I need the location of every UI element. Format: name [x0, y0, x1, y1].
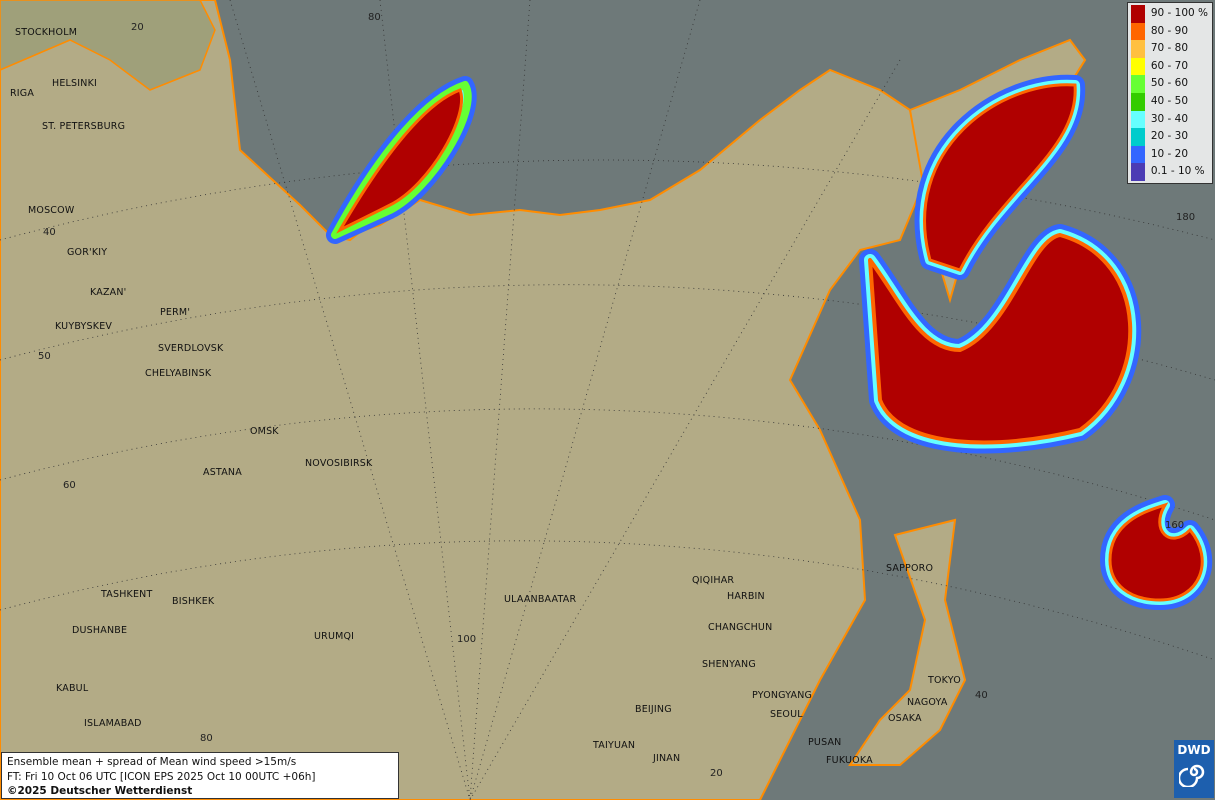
city-label: MOSCOW — [28, 205, 75, 216]
legend-label: 30 - 40 — [1150, 112, 1188, 125]
city-label: SHENYANG — [702, 659, 756, 670]
graticule-label: 180 — [1176, 212, 1196, 223]
legend-label: 10 - 20 — [1150, 147, 1188, 160]
legend-item: 30 - 40 — [1130, 110, 1208, 129]
wind-probability-areas — [326, 74, 1213, 610]
city-label: RIGA — [10, 88, 35, 99]
city-label: URUMQI — [314, 631, 355, 642]
wind-area-novaya-zemlya — [326, 76, 477, 244]
city-label: TAIYUAN — [593, 740, 636, 751]
city-label: PERM' — [160, 307, 191, 318]
graticule-label: 40 — [43, 227, 56, 238]
legend-label: 60 - 70 — [1150, 59, 1188, 72]
city-label: CHANGCHUN — [708, 622, 773, 633]
city-label: SAPPORO — [886, 563, 934, 574]
city-label: ULAANBAATAR — [504, 594, 577, 605]
legend-label: 20 - 30 — [1150, 130, 1188, 143]
legend-swatch — [1130, 40, 1145, 58]
city-label: PYONGYANG — [752, 690, 813, 701]
city-label: NOVOSIBIRSK — [305, 458, 373, 469]
forecast-time: FT: Fri 10 Oct 06 UTC [ICON EPS 2025 Oct… — [7, 770, 316, 783]
swirl-icon — [1177, 764, 1205, 789]
graticule-label: 80 — [368, 12, 381, 23]
graticule-label: 160 — [1165, 520, 1185, 531]
city-label: JINAN — [653, 753, 681, 764]
legend-swatch — [1130, 57, 1145, 76]
graticule-label: 20 — [131, 22, 144, 33]
city-label: SEOUL — [770, 709, 803, 720]
graticule-label: 100 — [457, 634, 477, 645]
legend-swatch — [1130, 5, 1145, 23]
dwd-logo: DWD — [1174, 740, 1214, 798]
city-label: FUKUOKA — [826, 755, 873, 766]
legend-label: 80 - 90 — [1150, 24, 1188, 37]
land-japan — [848, 518, 967, 766]
legend-swatch — [1130, 163, 1145, 181]
legend-swatch — [1130, 92, 1145, 111]
city-label: GOR'KIY — [67, 247, 108, 258]
city-label: BEIJING — [635, 704, 672, 715]
city-label: SVERDLOVSK — [158, 343, 224, 354]
legend-item: 20 - 30 — [1130, 128, 1208, 146]
info-box: Ensemble mean + spread of Mean wind spee… — [1, 752, 399, 799]
city-label: NAGOYA — [907, 697, 948, 708]
legend-item: 0.1 - 10 % — [1130, 163, 1208, 181]
legend-swatch — [1130, 110, 1145, 129]
city-label: HARBIN — [727, 591, 765, 602]
legend-label: 70 - 80 — [1150, 42, 1188, 55]
legend-item: 90 - 100 % — [1130, 5, 1208, 23]
legend: 90 - 100 % 80 - 90 70 - 80 60 - 70 50 - … — [1126, 2, 1213, 184]
graticule-label: 80 — [200, 733, 213, 744]
legend-label: 40 - 50 — [1150, 94, 1188, 107]
city-label: HELSINKI — [52, 78, 98, 89]
city-label: CHELYABINSK — [145, 368, 212, 379]
graticule-label: 60 — [63, 480, 76, 491]
copyright: ©2025 Deutscher Wetterdienst — [7, 785, 193, 797]
graticule-label: 20 — [710, 768, 723, 779]
city-label: QIQIHAR — [692, 575, 735, 586]
legend-swatch — [1130, 128, 1145, 146]
city-label: KABUL — [56, 683, 89, 694]
legend-item: 60 - 70 — [1130, 57, 1208, 76]
wind-area-pacific — [859, 224, 1142, 454]
logo-text: DWD — [1177, 743, 1211, 757]
city-label: TASHKENT — [101, 589, 153, 600]
city-label: ASTANA — [203, 467, 242, 478]
legend-swatch — [1130, 75, 1145, 93]
city-label: STOCKHOLM — [15, 27, 78, 38]
legend-label: 50 - 60 — [1150, 77, 1188, 90]
city-label: OMSK — [250, 426, 279, 437]
city-label: BISHKEK — [172, 596, 215, 607]
city-label: OSAKA — [888, 713, 922, 724]
legend-label: 0.1 - 10 % — [1150, 165, 1205, 178]
legend-item: 40 - 50 — [1130, 92, 1208, 111]
wind-area-typhoon — [1100, 495, 1213, 610]
city-label: KUYBYSKEV — [55, 321, 113, 332]
city-label: ST. PETERSBURG — [42, 121, 126, 132]
city-label: PUSAN — [808, 737, 842, 748]
legend-swatch — [1130, 145, 1145, 164]
graticule-label: 50 — [38, 351, 51, 362]
graticule-label: 40 — [975, 690, 988, 701]
legend-label: 90 - 100 % — [1150, 7, 1208, 19]
city-label: ISLAMABAD — [84, 718, 142, 729]
legend-item: 80 - 90 — [1130, 22, 1208, 41]
city-label: DUSHANBE — [72, 625, 128, 636]
legend-item: 70 - 80 — [1130, 40, 1208, 58]
legend-item: 10 - 20 — [1130, 145, 1208, 164]
land-scandinavia — [0, 0, 216, 91]
legend-item: 50 - 60 — [1130, 75, 1208, 93]
wind-area-okhotsk — [914, 74, 1086, 280]
legend-swatch — [1130, 22, 1145, 41]
city-label: KAZAN' — [90, 287, 127, 298]
city-label: TOKYO — [928, 675, 961, 686]
product-title: Ensemble mean + spread of Mean wind spee… — [7, 756, 297, 768]
